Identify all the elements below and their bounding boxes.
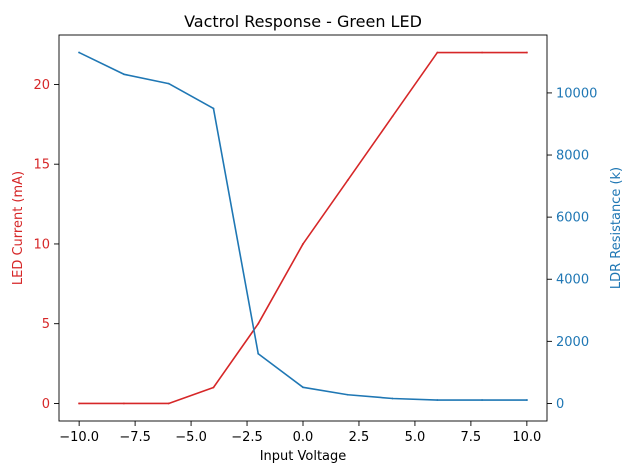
right-y-axis-label: LDR Resistance (k) <box>609 167 624 289</box>
ldr-resistance-point-2 <box>167 82 170 85</box>
led-current-point-0 <box>78 402 81 405</box>
ldr-resistance-point-5 <box>302 386 304 389</box>
ldr-resistance-point-10 <box>525 399 528 401</box>
series-layer <box>78 51 528 405</box>
x-tick-label: 0.0 <box>293 430 314 445</box>
right-y-tick-label: 0 <box>556 397 564 412</box>
ldr-resistance-point-1 <box>123 73 125 76</box>
right-y-tick-label: 10000 <box>556 86 597 101</box>
led-current-point-5 <box>302 243 304 245</box>
ldr-resistance-point-4 <box>257 352 260 355</box>
x-tick-label: 5.0 <box>405 430 426 445</box>
left-y-tick-label: 0 <box>42 397 50 412</box>
ldr-resistance-point-0 <box>78 51 81 54</box>
led-current-point-10 <box>525 51 528 54</box>
led-current-point-9 <box>481 51 483 54</box>
right-y-tick-label: 2000 <box>556 335 589 350</box>
x-axis-label: Input Voltage <box>260 449 347 464</box>
axes-layer: −10.0 −7.5 −5.0 −2.5 0.0 2.5 5.0 7.5 10.0 0 5 10 15 2… <box>33 34 597 445</box>
led-current-point-8 <box>436 51 439 54</box>
ldr-resistance-point-8 <box>436 399 439 401</box>
x-tick-label: 10.0 <box>512 430 541 445</box>
ldr-resistance-point-6 <box>346 393 349 396</box>
right-y-tick-label: 6000 <box>556 211 589 226</box>
x-tick-label: −2.5 <box>231 430 263 445</box>
x-tick-label: −10.0 <box>59 430 99 445</box>
right-y-tick-label: 8000 <box>556 149 589 164</box>
chart-title: Vactrol Response - Green LED <box>184 12 422 31</box>
led-current-point-2 <box>167 402 170 405</box>
x-tick-label: −7.5 <box>119 430 151 445</box>
led-current-point-4 <box>257 322 260 325</box>
x-tick-label: 2.5 <box>349 430 370 445</box>
led-current-point-6 <box>346 179 349 182</box>
led-current-point-1 <box>123 402 125 405</box>
x-tick-label: 7.5 <box>461 430 482 445</box>
left-y-tick-label: 15 <box>33 158 50 173</box>
ldr-resistance-point-3 <box>212 107 215 110</box>
led-current-point-7 <box>391 115 394 118</box>
left-y-axis-label: LED Current (mA) <box>11 171 26 285</box>
x-tick-label: −5.0 <box>175 430 207 445</box>
led-current-point-3 <box>212 386 215 389</box>
ldr-resistance-point-9 <box>481 399 483 401</box>
left-y-tick-label: 20 <box>33 78 50 93</box>
left-y-tick-label: 10 <box>33 237 50 252</box>
right-y-tick-label: 4000 <box>556 273 589 288</box>
left-y-tick-label: 5 <box>42 317 50 332</box>
ldr-resistance-point-7 <box>391 397 394 400</box>
